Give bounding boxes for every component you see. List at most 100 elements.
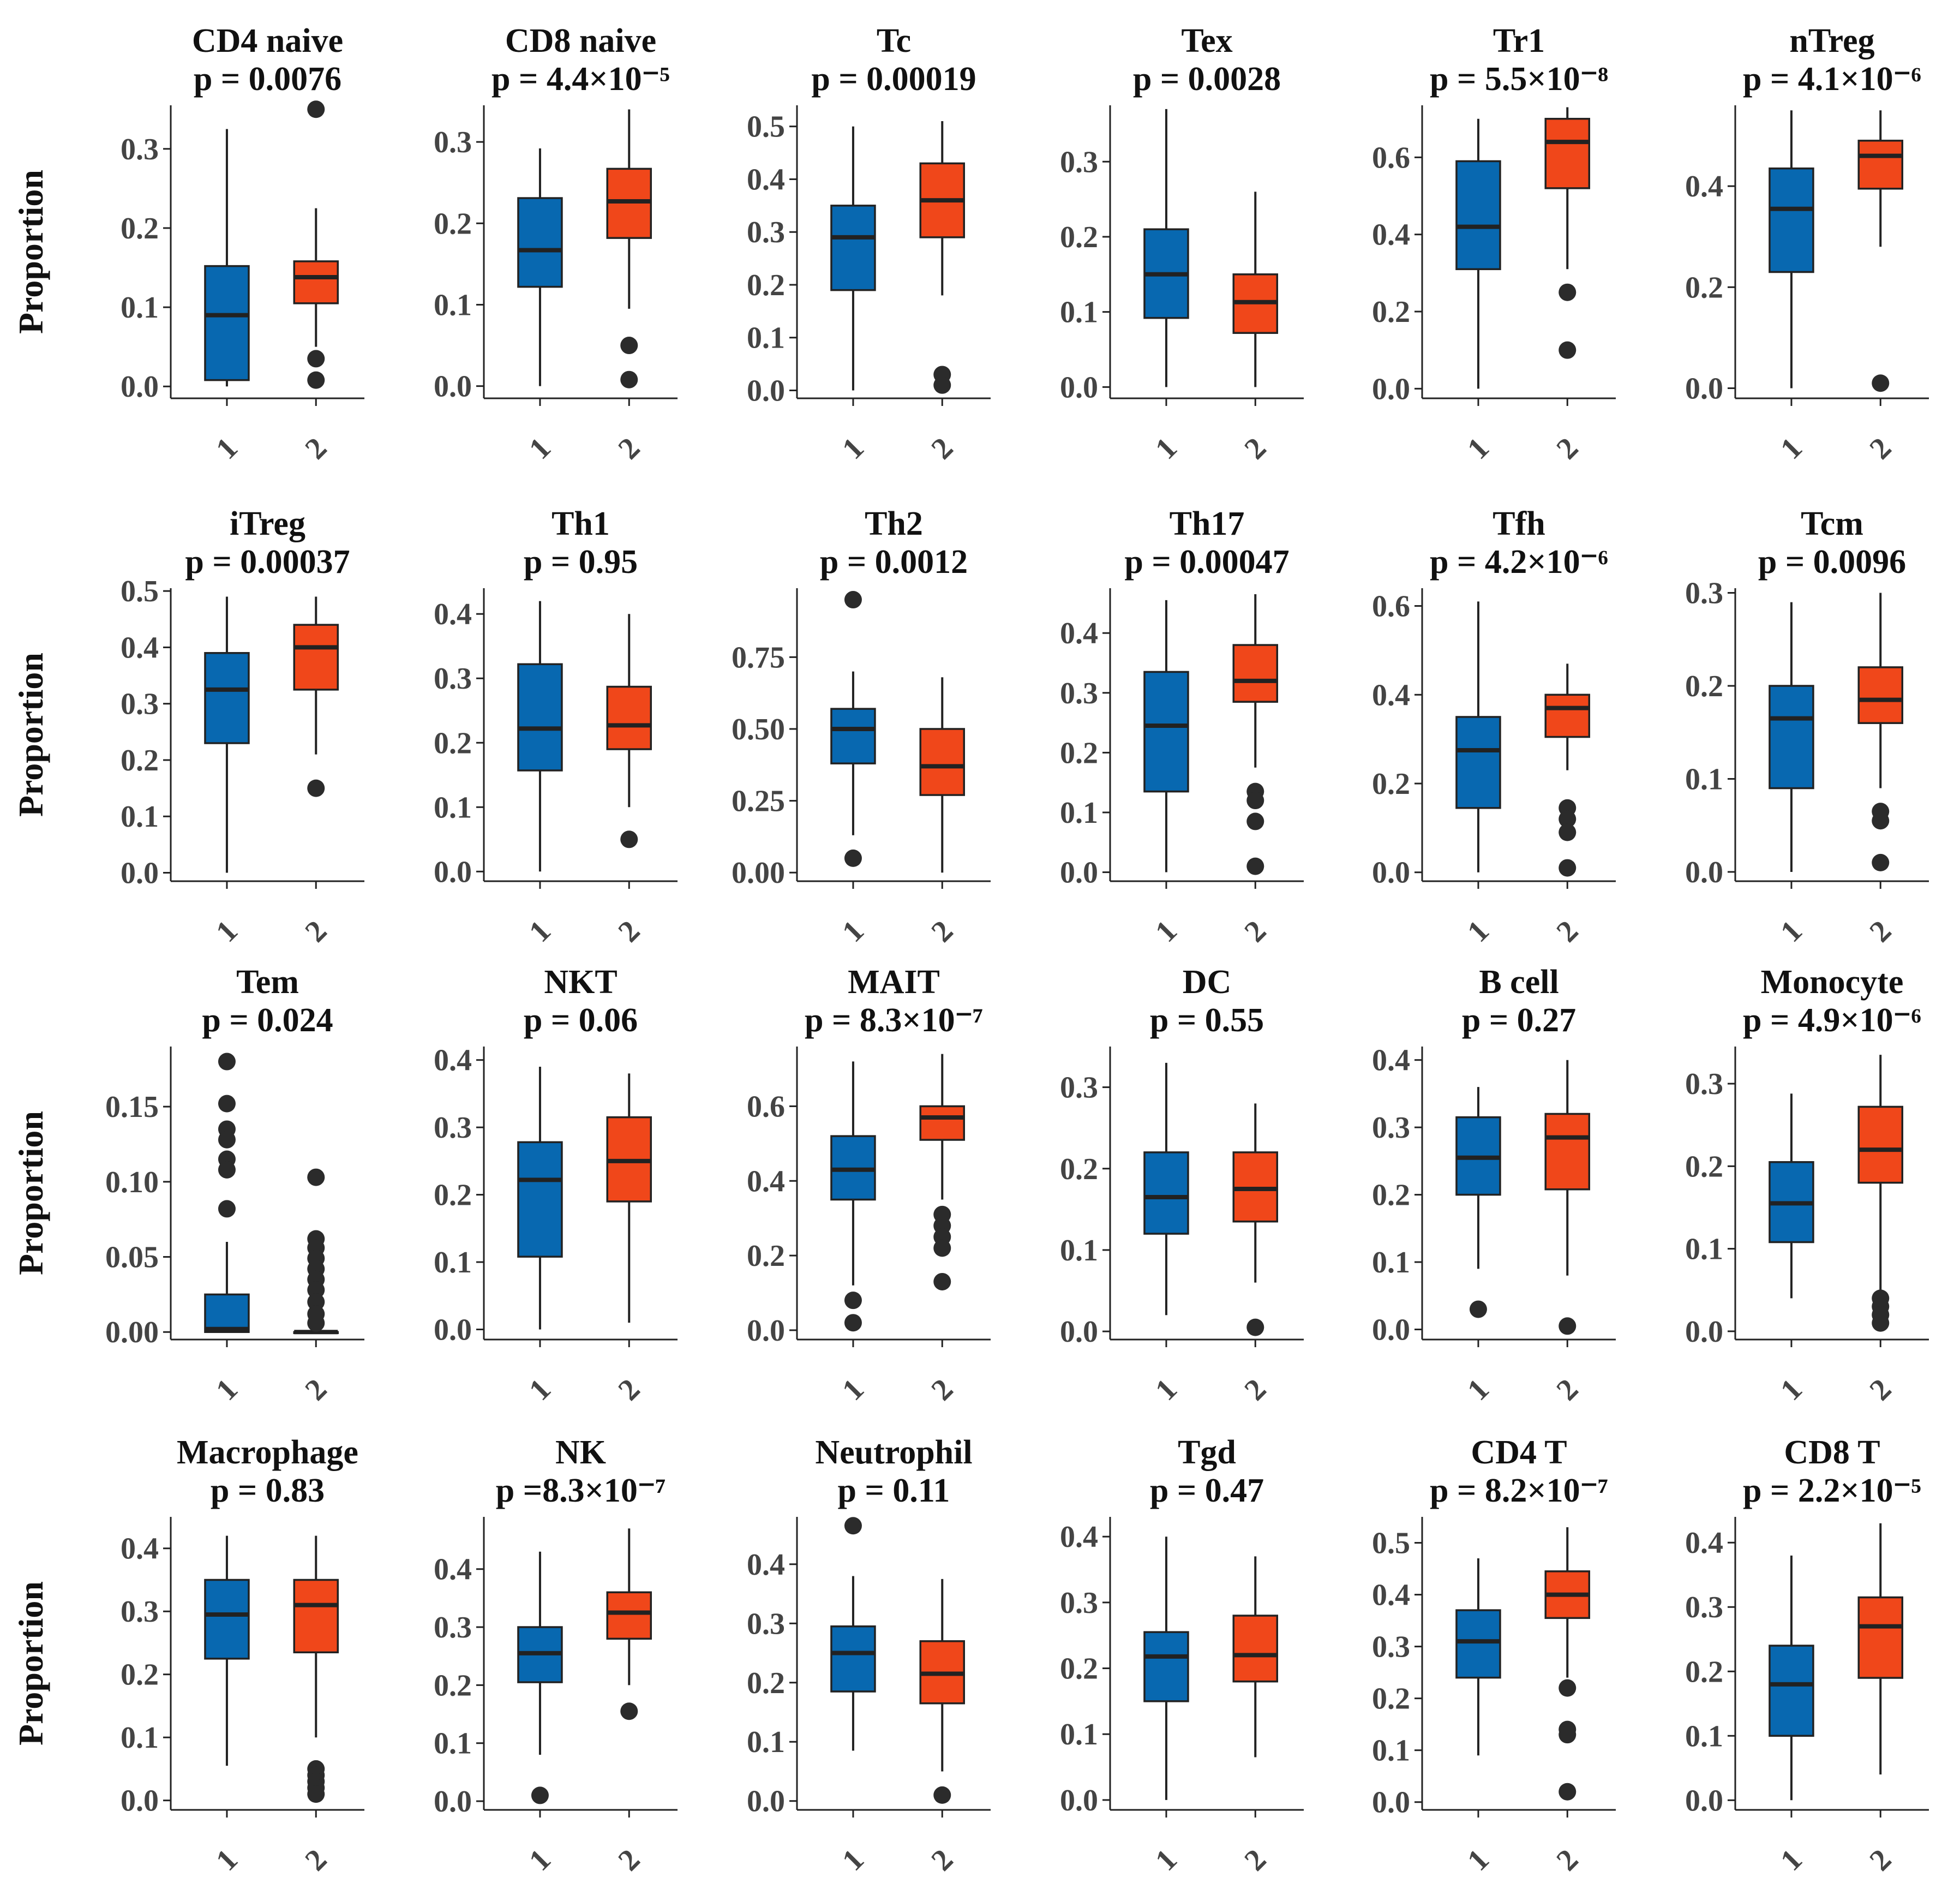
y-tick-label: 0.0 — [747, 374, 785, 408]
iqr-box — [204, 1293, 250, 1333]
y-tick-label: 0.1 — [434, 1246, 472, 1280]
outlier-point — [933, 1239, 951, 1257]
y-tick-label: 0.0 — [1372, 372, 1410, 406]
y-tick-label: 0.1 — [747, 1725, 785, 1759]
iqr-box — [1143, 1151, 1189, 1235]
y-tick-label: 0.4 — [121, 1532, 159, 1566]
panel-title: Tfh — [1493, 505, 1545, 542]
x-tick-label: 2 — [298, 431, 333, 466]
outlier-point — [844, 1314, 862, 1332]
x-tick-label: 1 — [1461, 1843, 1496, 1878]
x-tick-label: 2 — [1550, 431, 1585, 466]
panel-title: B cell — [1479, 964, 1559, 1001]
p-value-label: p = 0.00047 — [1124, 543, 1289, 581]
box-group-2 — [293, 596, 339, 797]
x-tick-label: 1 — [836, 431, 871, 466]
x-tick-label: 2 — [925, 1843, 960, 1878]
box-group-2 — [1857, 1055, 1903, 1332]
p-value-label: p = 0.00037 — [185, 543, 350, 581]
panel-title: DC — [1183, 964, 1232, 1001]
y-tick-label: 0.4 — [121, 631, 159, 665]
y-tick-label: 0.4 — [434, 597, 472, 631]
y-tick-label: 0.3 — [747, 1607, 785, 1641]
y-tick-label: 0.1 — [1372, 1734, 1410, 1768]
y-tick-label: 0.4 — [1685, 170, 1723, 204]
y-tick-label: 0.3 — [1685, 577, 1723, 611]
box-group-1 — [1769, 602, 1814, 872]
panel-title: CD8 naive — [505, 22, 656, 59]
y-tick-label: 0.3 — [1372, 1111, 1410, 1145]
y-tick-label: 0.00 — [732, 856, 785, 890]
y-tick-label: 0.1 — [1372, 1246, 1410, 1280]
box-group-2 — [1232, 1103, 1278, 1336]
iqr-box — [1544, 694, 1590, 738]
y-tick-label: 0.3 — [121, 688, 159, 721]
y-tick-label: 0.4 — [1060, 617, 1098, 650]
box-group-1 — [517, 148, 563, 386]
outlier-point — [1559, 1726, 1577, 1744]
y-tick-label: 0.2 — [121, 1658, 159, 1692]
p-value-label: p = 4.4×10⁻⁵ — [492, 61, 670, 98]
outlier-point — [1872, 853, 1890, 871]
panel-title: Monocyte — [1761, 964, 1904, 1001]
iqr-box — [293, 624, 339, 691]
x-tick-label: 2 — [612, 431, 646, 466]
p-value-label: p = 4.1×10⁻⁶ — [1743, 61, 1921, 98]
y-tick-label: 0.2 — [1685, 1150, 1723, 1183]
y-tick-label: 0.1 — [747, 321, 785, 355]
outlier-point — [1469, 1300, 1487, 1318]
outlier-point — [844, 591, 862, 609]
outlier-point — [1246, 1318, 1264, 1336]
y-tick-label: 0.2 — [1685, 669, 1723, 703]
iqr-box — [1857, 666, 1903, 724]
box-group-1 — [1143, 109, 1189, 387]
y-tick-label: 0.2 — [434, 1179, 472, 1212]
iqr-box — [1769, 167, 1814, 273]
y-axis-title: Proportion — [11, 1581, 50, 1745]
box-group-2 — [1544, 663, 1590, 877]
outlier-point — [307, 1785, 325, 1803]
p-value-label: p = 4.2×10⁻⁶ — [1430, 543, 1608, 581]
p-value-label: p = 0.0012 — [820, 543, 968, 581]
box-group-2 — [293, 1535, 339, 1803]
outlier-point — [620, 370, 638, 388]
box-group-1 — [204, 1535, 250, 1766]
y-tick-label: 0.0 — [121, 1784, 159, 1818]
x-tick-label: 2 — [612, 914, 646, 949]
y-tick-label: 0.2 — [1372, 767, 1410, 801]
box-group-2 — [293, 100, 339, 389]
y-tick-label: 0.3 — [1060, 1586, 1098, 1620]
iqr-box — [830, 205, 876, 291]
y-tick-label: 0.05 — [105, 1241, 159, 1275]
p-value-label: p = 0.11 — [838, 1472, 950, 1509]
p-value-label: p =8.3×10⁻⁷ — [496, 1472, 666, 1509]
box-group-1 — [1143, 1537, 1189, 1800]
x-tick-label: 1 — [209, 431, 244, 466]
outlier-point — [1872, 1314, 1890, 1332]
panel-title: Th2 — [865, 505, 923, 542]
x-tick-label: 2 — [1863, 1843, 1898, 1878]
x-tick-label: 1 — [1774, 431, 1809, 466]
y-tick-label: 0.6 — [1372, 590, 1410, 624]
x-tick-label: 1 — [1774, 1843, 1809, 1878]
y-tick-label: 0.4 — [1372, 1579, 1410, 1612]
iqr-box — [204, 265, 250, 381]
iqr-box — [1143, 671, 1189, 793]
x-tick-label: 2 — [1863, 1372, 1898, 1407]
y-tick-label: 0.1 — [121, 800, 159, 834]
iqr-box — [606, 1591, 652, 1640]
p-value-label: p = 0.06 — [524, 1002, 638, 1039]
y-tick-label: 0.0 — [1372, 1786, 1410, 1820]
y-tick-label: 0.0 — [1685, 372, 1723, 405]
x-tick-label: 1 — [836, 914, 871, 949]
iqr-box — [1455, 160, 1501, 271]
y-tick-label: 0.4 — [1372, 678, 1410, 712]
box-group-1 — [1455, 1558, 1501, 1756]
y-tick-label: 0.4 — [747, 163, 785, 196]
p-value-label: p = 0.95 — [524, 543, 638, 581]
box-group-2 — [919, 677, 965, 873]
